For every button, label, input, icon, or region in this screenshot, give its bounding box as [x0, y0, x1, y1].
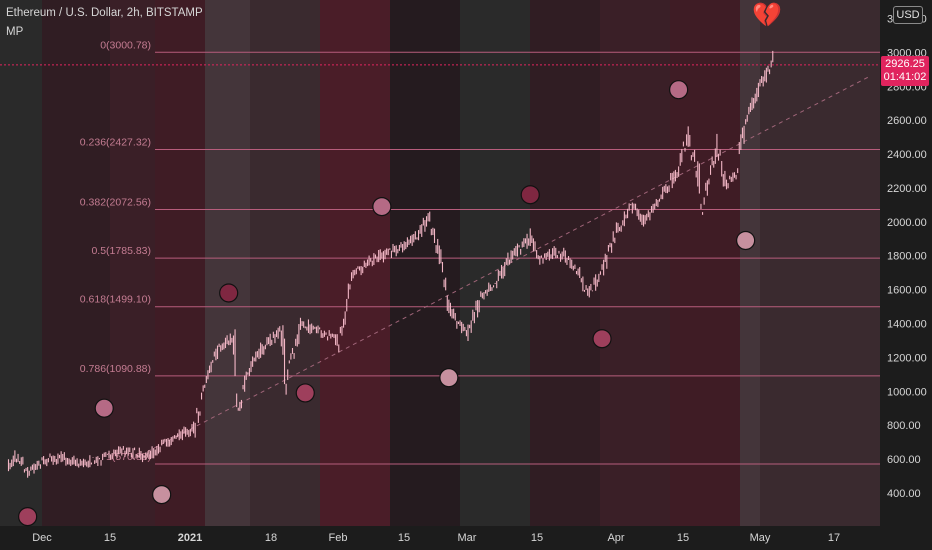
broken-heart-icon: 💔 — [752, 2, 782, 29]
fib-level-label: 0.618(1499.10) — [80, 294, 151, 306]
background-band — [390, 0, 460, 526]
x-tick-label: Feb — [329, 532, 348, 544]
background-band — [42, 0, 110, 526]
annotation-circle — [520, 185, 540, 205]
annotation-circle — [18, 507, 38, 527]
background-band — [155, 0, 205, 526]
background-band — [320, 0, 390, 526]
x-tick-label: 15 — [677, 532, 689, 544]
y-tick-label: 600.00 — [887, 454, 921, 466]
time-scale[interactable] — [0, 526, 880, 550]
last-price-value: 2926.25 — [885, 57, 925, 70]
y-tick-label: 1600.00 — [887, 285, 927, 297]
indicator-label[interactable]: MP — [6, 26, 24, 38]
background-band — [110, 0, 155, 526]
x-tick-label: Apr — [607, 532, 624, 544]
y-tick-label: 2400.00 — [887, 149, 927, 161]
y-tick-label: 400.00 — [887, 488, 921, 500]
annotation-circle — [94, 398, 114, 418]
y-tick-label: 2000.00 — [887, 217, 927, 229]
y-tick-label: 1200.00 — [887, 352, 927, 364]
x-tick-label: Dec — [32, 532, 52, 544]
y-tick-label: 1000.00 — [887, 386, 927, 398]
annotation-circle — [372, 196, 392, 217]
bar-countdown: 01:41:02 — [883, 70, 927, 83]
background-band — [670, 0, 740, 526]
annotation-circle — [219, 283, 239, 303]
background-band — [460, 0, 530, 526]
last-price-tag: 2926.25 01:41:02 — [881, 55, 929, 86]
annotation-circle — [669, 80, 689, 100]
x-tick-label: Mar — [458, 532, 477, 544]
trend-line — [132, 75, 871, 460]
background-band — [0, 0, 42, 526]
annotation-circle — [152, 484, 172, 505]
price-scale[interactable] — [880, 0, 932, 550]
symbol-title[interactable]: Ethereum / U.S. Dollar, 2h, BITSTAMP — [6, 7, 203, 19]
x-tick-label: 15 — [104, 532, 116, 544]
y-tick-label: 800.00 — [887, 420, 921, 432]
annotation-circle — [736, 230, 756, 251]
background-band — [600, 0, 670, 526]
fib-level-label: 0.236(2427.32) — [80, 136, 151, 148]
x-tick-label: 2021 — [178, 532, 202, 544]
x-tick-label: 17 — [828, 532, 840, 544]
background-band — [250, 0, 320, 526]
fib-level-label: 0.5(1785.83) — [91, 245, 151, 257]
y-tick-label: 2600.00 — [887, 115, 927, 127]
background-band — [530, 0, 600, 526]
x-tick-label: 15 — [531, 532, 543, 544]
annotation-circle — [295, 383, 315, 403]
y-tick-label: 2200.00 — [887, 183, 927, 195]
y-tick-label: 1800.00 — [887, 251, 927, 263]
fib-level-label: 0.382(2072.56) — [80, 197, 151, 209]
y-tick-label: 1400.00 — [887, 318, 927, 330]
currency-button[interactable]: USD — [893, 6, 923, 24]
fib-level-label: 0.786(1090.88) — [80, 363, 151, 375]
background-band — [740, 0, 760, 526]
background-band — [205, 0, 250, 526]
background-band — [760, 0, 880, 526]
x-tick-label: 18 — [265, 532, 277, 544]
annotation-circle — [592, 329, 612, 349]
annotation-circle — [439, 368, 459, 388]
x-tick-label: May — [750, 532, 771, 544]
fib-level-label: 0(3000.78) — [100, 39, 151, 51]
x-tick-label: 15 — [398, 532, 410, 544]
